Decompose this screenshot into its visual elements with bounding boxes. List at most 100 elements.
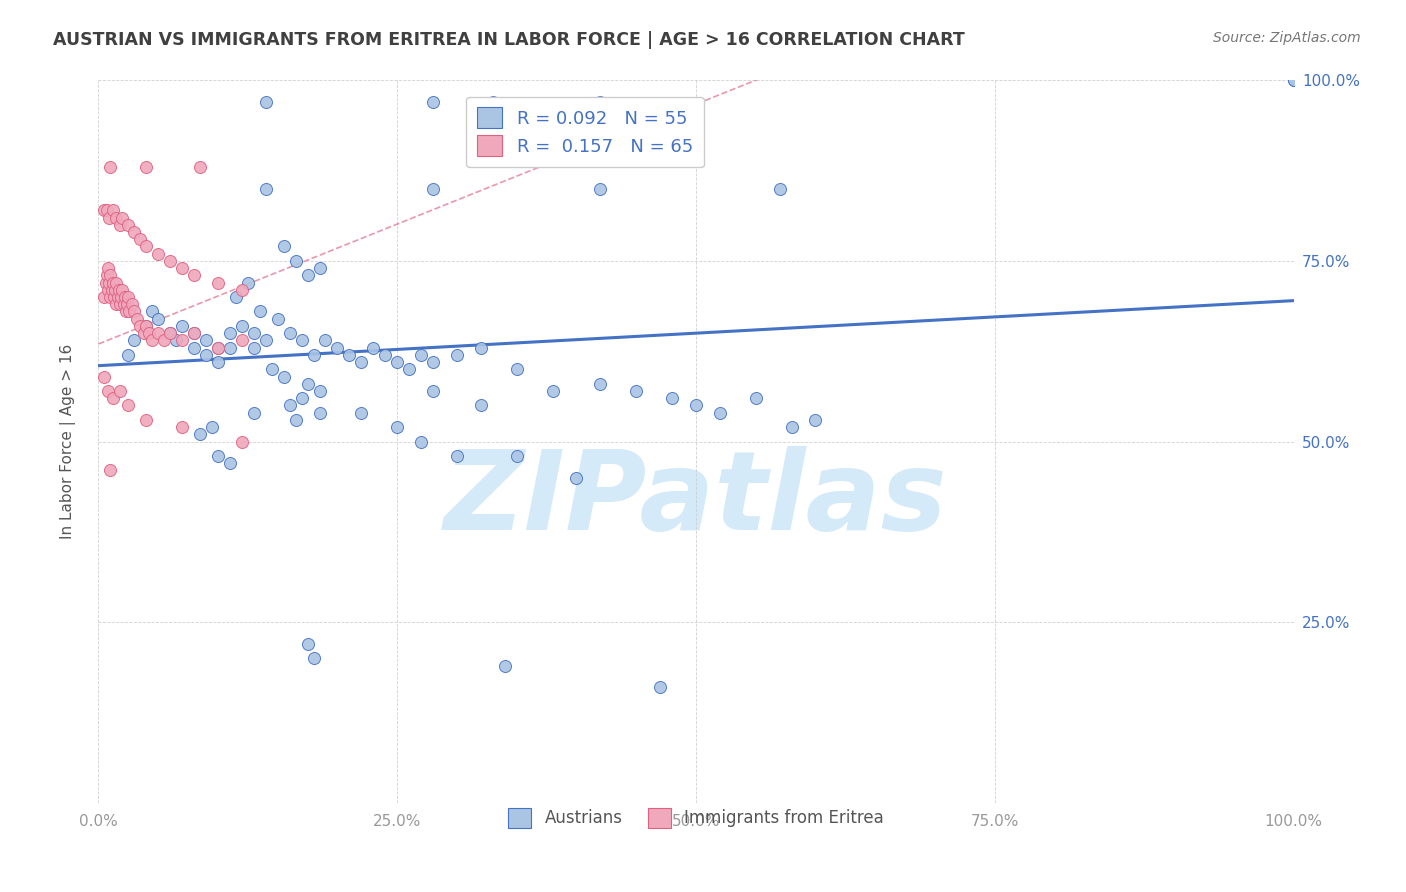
Point [124, 225, 146, 239]
Point [278, 398, 301, 412]
Point [153, 334, 176, 348]
Point [219, 341, 242, 355]
Point [98, 268, 122, 283]
Point [422, 182, 444, 196]
Point [125, 311, 148, 326]
Point [780, 420, 803, 434]
Point [231, 434, 253, 449]
Point [626, 384, 648, 398]
Point [297, 268, 319, 283]
Point [141, 304, 163, 318]
Point [302, 651, 325, 665]
Point [96, 268, 118, 283]
Point [105, 297, 128, 311]
Point [267, 311, 290, 326]
Point [172, 420, 194, 434]
Point [98, 276, 121, 290]
Point [291, 391, 314, 405]
Point [804, 413, 827, 427]
Point [446, 348, 468, 362]
Point [101, 391, 124, 405]
Point [243, 326, 266, 340]
Point [100, 283, 122, 297]
Point [135, 318, 157, 333]
Point [648, 680, 672, 694]
Point [124, 304, 146, 318]
Point [104, 283, 127, 297]
Point [302, 348, 325, 362]
Point [94, 276, 117, 290]
Point [97, 261, 120, 276]
Point [297, 376, 319, 391]
Point [183, 326, 205, 340]
Point [112, 297, 135, 311]
Y-axis label: In Labor Force | Age > 16: In Labor Force | Age > 16 [60, 344, 76, 539]
Point [103, 290, 125, 304]
Point [93, 369, 115, 384]
Point [172, 318, 194, 333]
Point [121, 297, 143, 311]
Point [117, 348, 139, 362]
Point [315, 334, 337, 348]
Point [236, 276, 259, 290]
Point [541, 384, 564, 398]
Text: Source: ZipAtlas.com: Source: ZipAtlas.com [1213, 31, 1361, 45]
Point [745, 391, 768, 405]
Point [709, 406, 731, 420]
Point [273, 239, 295, 253]
Point [93, 290, 115, 304]
Legend: Austrians, Immigrants from Eritrea: Austrians, Immigrants from Eritrea [502, 802, 890, 834]
Point [470, 398, 492, 412]
Point [339, 348, 361, 362]
Point [374, 348, 396, 362]
Point [219, 326, 242, 340]
Point [481, 95, 505, 109]
Point [135, 160, 157, 174]
Point [422, 95, 444, 109]
Point [110, 290, 132, 304]
Point [117, 218, 139, 232]
Point [115, 304, 138, 318]
Point [243, 341, 266, 355]
Point [254, 95, 277, 109]
Point [148, 246, 170, 260]
Point [249, 304, 271, 318]
Point [422, 384, 444, 398]
Point [108, 297, 131, 311]
Point [138, 326, 160, 340]
Point [124, 334, 146, 348]
Point [685, 398, 707, 412]
Point [148, 311, 170, 326]
Point [105, 211, 128, 225]
Point [1282, 73, 1305, 87]
Point [98, 211, 121, 225]
Point [98, 160, 122, 174]
Point [141, 334, 163, 348]
Point [278, 326, 301, 340]
Point [107, 283, 129, 297]
Point [172, 261, 194, 276]
Point [97, 283, 120, 297]
Point [207, 341, 229, 355]
Point [183, 326, 205, 340]
Point [494, 658, 516, 673]
Point [291, 334, 314, 348]
Point [231, 283, 253, 297]
Point [188, 427, 211, 442]
Point [470, 341, 492, 355]
Point [260, 362, 283, 376]
Point [273, 369, 295, 384]
Point [93, 203, 115, 218]
Point [159, 253, 181, 268]
Point [96, 203, 118, 218]
Point [159, 326, 181, 340]
Point [165, 334, 187, 348]
Point [411, 348, 433, 362]
Point [363, 341, 385, 355]
Point [159, 326, 181, 340]
Point [565, 470, 588, 484]
Point [98, 463, 122, 477]
Point [129, 232, 152, 246]
Point [231, 334, 253, 348]
Point [135, 239, 157, 253]
